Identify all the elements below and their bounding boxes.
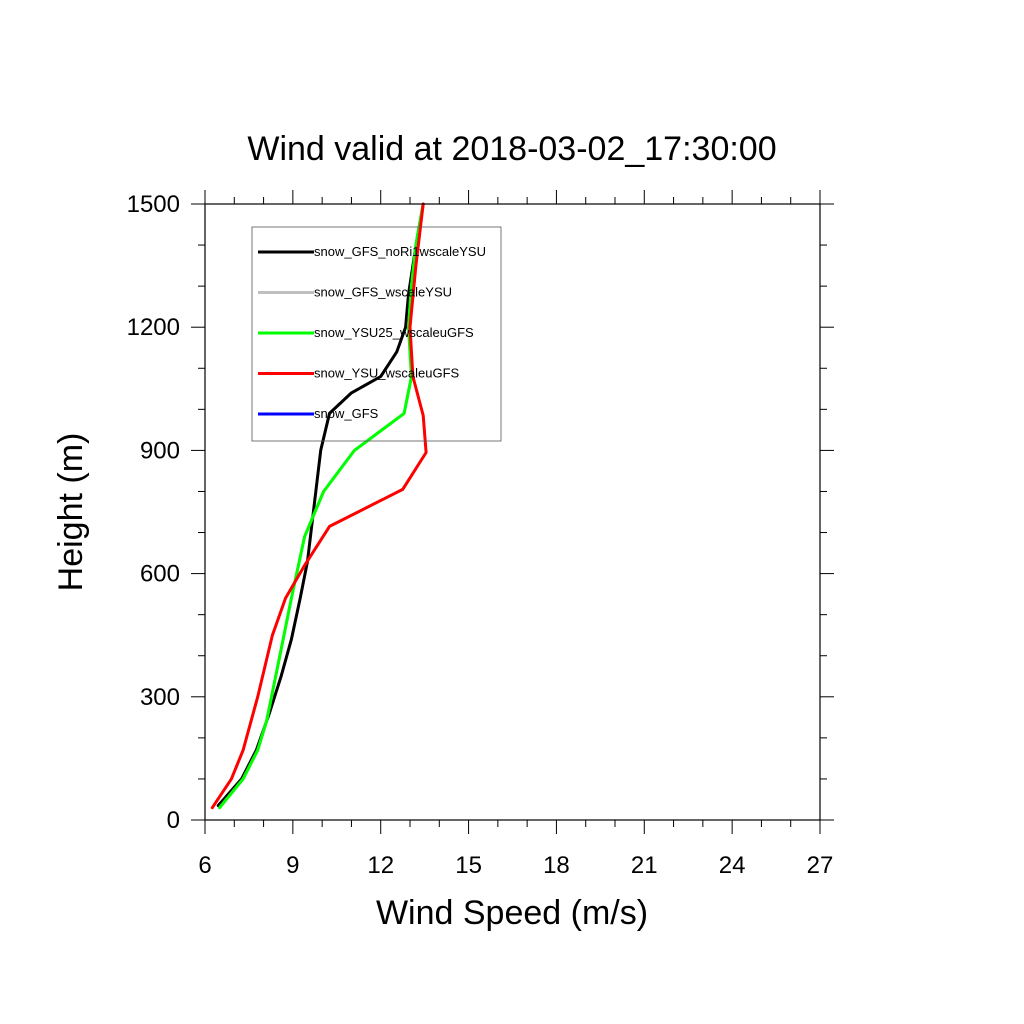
series-line-3 <box>210 202 428 810</box>
legend-label-2: snow_YSU25_wscaleuGFS <box>314 325 474 340</box>
legend-label-0: snow_GFS_noRi1wscaleYSU <box>314 244 486 259</box>
plot-frame <box>204 203 821 821</box>
y-tick-label: 0 <box>167 807 180 834</box>
y-tick-label: 1500 <box>127 191 180 218</box>
series-line-0 <box>216 202 425 808</box>
x-tick-label: 24 <box>719 852 746 879</box>
axes-layer: 6 9 12 15 18 21 24 27 0 300 600 900 1200 1500 <box>127 190 834 879</box>
chart-title: Wind valid at 2018-03-02_17:30:00 <box>247 130 776 168</box>
series-line-2 <box>218 202 425 810</box>
y-tick-label: 900 <box>140 437 180 464</box>
legend-label-4: snow_GFS <box>314 406 379 421</box>
x-tick-label: 6 <box>198 852 211 879</box>
x-tick-label: 27 <box>807 852 834 879</box>
x-tick-label: 15 <box>455 852 482 879</box>
series-layer <box>210 202 428 810</box>
legend: snow_GFS_noRi1wscaleYSU snow_GFS_wscaleYS… <box>251 226 502 442</box>
x-tick-label: 21 <box>631 852 658 879</box>
legend-label-3: snow_YSU_wscaleuGFS <box>314 366 460 381</box>
legend-label-1: snow_GFS_wscaleYSU <box>314 285 452 300</box>
x-axis-label: Wind Speed (m/s) <box>376 894 648 932</box>
y-axis-label: Height (m) <box>52 433 90 592</box>
y-tick-label: 1200 <box>127 314 180 341</box>
x-tick-label: 18 <box>543 852 570 879</box>
y-tick-label: 600 <box>140 561 180 588</box>
legend-box <box>251 226 502 442</box>
x-tick-label: 12 <box>367 852 394 879</box>
y-tick-label: 300 <box>140 684 180 711</box>
x-tick-label: 9 <box>286 852 299 879</box>
